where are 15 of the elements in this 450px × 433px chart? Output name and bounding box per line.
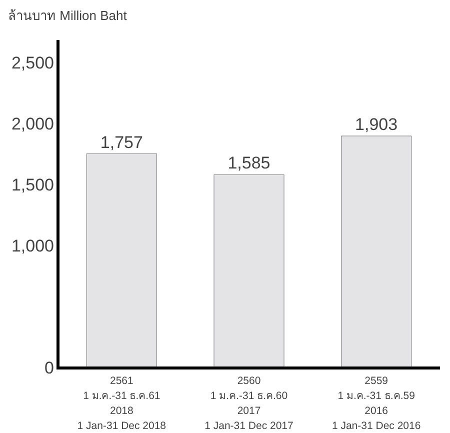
y-axis-title: ล้านบาท Million Baht	[8, 8, 128, 23]
x-tick-label: 2561 1 ม.ค.-31 ธ.ค.61 2018 1 Jan-31 Dec 2018	[77, 375, 166, 432]
y-tick-label: 0	[44, 358, 54, 378]
data-label: 1,757	[100, 132, 143, 152]
x-tick-label: 2559 1 ม.ค.-31 ธ.ค.59 2016 1 Jan-31 Dec 2016	[332, 375, 421, 432]
y-tick-label: 1,500	[11, 176, 54, 195]
y-tick-label: 2,000	[11, 114, 54, 134]
bar	[214, 174, 284, 368]
data-label: 1,585	[228, 154, 270, 173]
bar	[341, 136, 412, 368]
data-label: 1,903	[355, 114, 398, 134]
x-tick-label: 2560 1 ม.ค.-31 ธ.ค.60 2017 1 Jan-31 Dec 2017	[204, 375, 294, 432]
y-tick-label: 1,000	[11, 236, 54, 256]
y-tick-label: 2,500	[11, 54, 54, 73]
bar	[86, 154, 157, 368]
